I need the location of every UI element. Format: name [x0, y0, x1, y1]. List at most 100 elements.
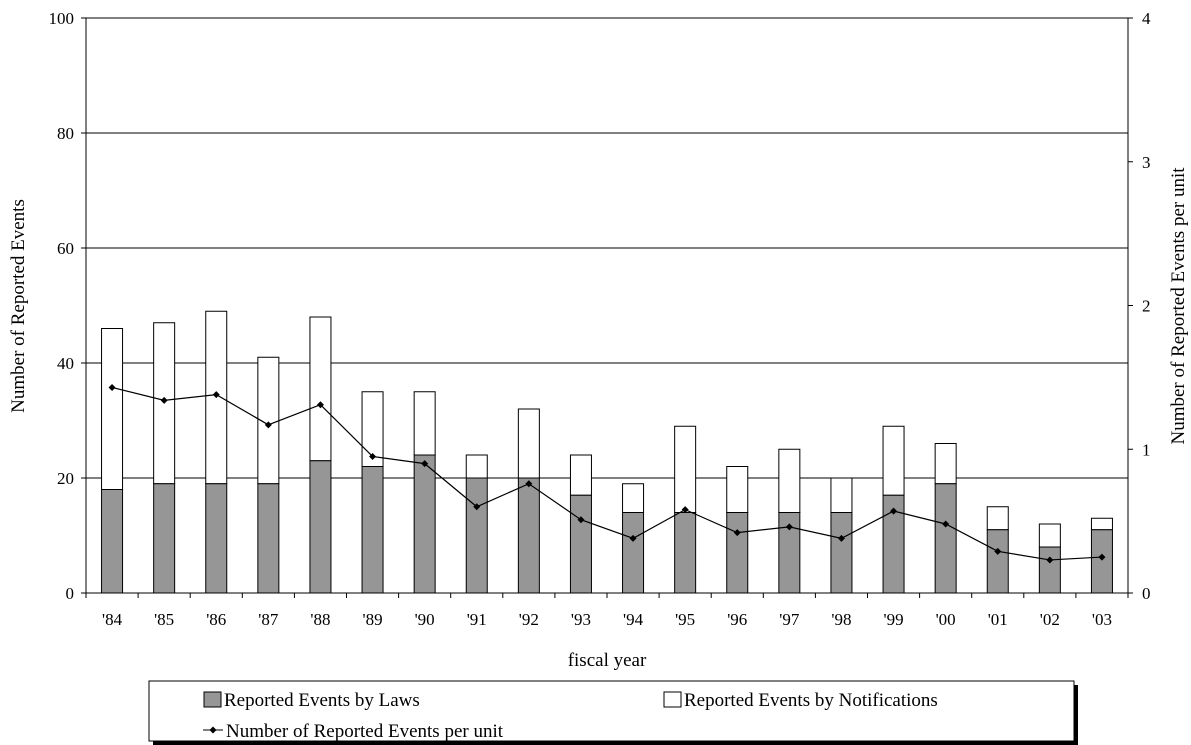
x-tick-label: '03 [1092, 610, 1112, 629]
bar-laws [986, 529, 1009, 594]
per-unit-marker [108, 383, 116, 391]
per-unit-marker [681, 506, 689, 514]
per-unit-marker [577, 516, 585, 524]
per-unit-marker [160, 396, 168, 404]
bar-notifications [778, 448, 801, 513]
bar-laws [517, 477, 540, 594]
legend-box [148, 680, 1075, 742]
bar-notifications [517, 408, 540, 479]
bar-laws [465, 477, 488, 594]
bar-laws [153, 483, 176, 594]
x-tick-label: '99 [884, 610, 904, 629]
bar-laws [361, 466, 384, 594]
per-unit-marker [212, 391, 220, 399]
per-unit-marker [994, 547, 1002, 555]
bar-laws [309, 460, 332, 594]
bar-laws [257, 483, 280, 594]
x-tick-label: '85 [154, 610, 174, 629]
legend-label-laws: Reported Events by Laws [224, 690, 420, 711]
bar-laws [726, 512, 749, 594]
x-tick-label: '88 [310, 610, 330, 629]
x-axis-label: fiscal year [568, 650, 647, 671]
per-unit-marker [525, 480, 533, 488]
legend-label-per-unit: Number of Reported Events per unit [226, 721, 504, 742]
bar-laws [1038, 546, 1061, 594]
bar-notifications [1038, 523, 1061, 548]
y-tick-label: 80 [57, 124, 74, 143]
per-unit-marker [264, 421, 272, 429]
x-tick-label: '86 [206, 610, 226, 629]
x-tick-label: '84 [102, 610, 123, 629]
y2-tick-label: 3 [1142, 153, 1151, 172]
y-tick-label: 20 [57, 469, 74, 488]
bar-notifications [1090, 517, 1113, 531]
bar-laws [830, 512, 853, 594]
per-unit-marker [369, 452, 377, 460]
per-unit-marker [942, 520, 950, 528]
bars [101, 310, 1113, 594]
bar-notifications [569, 454, 592, 496]
x-tick-label: '91 [467, 610, 487, 629]
x-tick-label: '94 [623, 610, 644, 629]
x-tick-label: '00 [936, 610, 956, 629]
x-tick-label: '01 [988, 610, 1008, 629]
bar-notifications [465, 454, 488, 479]
legend-swatch-laws [203, 691, 222, 708]
bar-notifications [413, 391, 436, 456]
y2-axis-label: Number of Reported Events per unit [1168, 167, 1189, 445]
x-tick-label: '87 [258, 610, 279, 629]
bar-laws [413, 454, 436, 594]
bar-laws [934, 483, 957, 594]
line-series [108, 383, 1106, 564]
x-tick-label: '96 [727, 610, 747, 629]
per-unit-marker [1046, 556, 1054, 564]
bar-notifications [309, 316, 332, 462]
legend: Reported Events by Laws Reported Events … [148, 680, 1078, 745]
per-unit-marker [785, 523, 793, 531]
legend-swatch-notifications [663, 691, 682, 708]
bar-laws [1090, 529, 1113, 594]
bar-notifications [830, 477, 853, 513]
bar-notifications [674, 425, 697, 513]
bar-notifications [622, 483, 645, 513]
y2-tick-label: 0 [1142, 584, 1151, 603]
x-tick-label: '98 [831, 610, 851, 629]
y2-tick-label: 1 [1142, 440, 1151, 459]
per-unit-line [111, 386, 1102, 561]
bar-notifications [986, 506, 1009, 531]
bar-laws [569, 494, 592, 594]
x-tick-label: '90 [415, 610, 435, 629]
bar-laws [622, 512, 645, 594]
x-tick-label: '02 [1040, 610, 1060, 629]
per-unit-marker [629, 534, 637, 542]
bar-notifications [726, 466, 749, 513]
plot-area [85, 17, 1129, 594]
bar-notifications [882, 425, 905, 496]
tick-labels: 0 20 40 60 80 100 0 1 2 3 4 '84 '85 '86 '87 '88 '89 '90 '9… [49, 9, 1152, 629]
x-tick-label: '93 [571, 610, 591, 629]
per-unit-marker [733, 529, 741, 537]
y-tick-label: 40 [57, 354, 74, 373]
y-axis-label: Number of Reported Events [8, 199, 29, 413]
bar-laws [674, 512, 697, 594]
per-unit-marker [421, 460, 429, 468]
per-unit-marker [316, 401, 324, 409]
legend-diamond-marker [209, 726, 217, 734]
axes [81, 17, 1133, 598]
y-tick-label: 100 [49, 9, 75, 28]
per-unit-marker [890, 507, 898, 515]
bar-laws [205, 483, 228, 594]
bar-notifications [934, 443, 957, 485]
y-tick-label: 0 [66, 584, 75, 603]
y-tick-label: 60 [57, 239, 74, 258]
x-tick-label: '89 [363, 610, 383, 629]
per-unit-marker [473, 503, 481, 511]
per-unit-marker [837, 534, 845, 542]
y2-tick-label: 2 [1142, 297, 1151, 316]
grid-lines [86, 17, 1128, 594]
per-unit-marker [1098, 553, 1106, 561]
x-tick-label: '92 [519, 610, 539, 629]
bar-laws [101, 489, 124, 594]
y2-tick-label: 4 [1142, 9, 1151, 28]
